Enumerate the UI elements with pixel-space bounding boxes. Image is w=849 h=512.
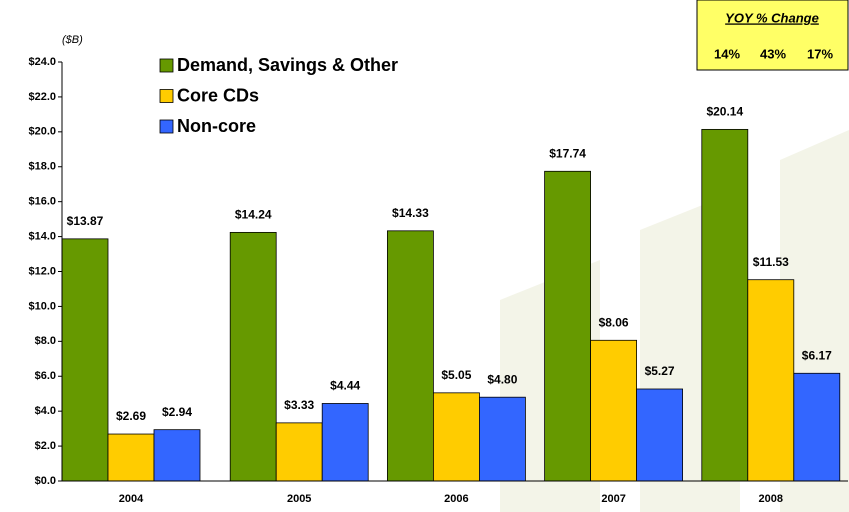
y-tick-label: $22.0: [28, 91, 56, 103]
bar: [432, 392, 480, 482]
y-tick-label: $10.0: [28, 300, 56, 312]
x-tick-label: 2007: [601, 493, 625, 505]
y-tick-label: $18.0: [28, 161, 56, 173]
value-label: $2.94: [162, 405, 192, 419]
bar: [701, 128, 749, 482]
y-tick-label: $8.0: [35, 335, 56, 347]
value-label: $14.24: [235, 208, 272, 222]
y-tick-label: $14.0: [28, 230, 56, 242]
y-tick-label: $24.0: [28, 56, 56, 68]
bar: [61, 238, 109, 482]
bar: [386, 230, 434, 482]
value-label: $5.27: [645, 364, 675, 378]
value-label: $2.69: [116, 409, 146, 423]
bar: [747, 279, 795, 482]
y-tick-label: $20.0: [28, 126, 56, 138]
bar: [321, 403, 369, 482]
value-label: $4.44: [330, 379, 360, 393]
value-label: $5.05: [441, 368, 471, 382]
y-tick-label: $0.0: [35, 475, 56, 487]
x-tick-label: 2005: [287, 493, 311, 505]
x-tick-label: 2004: [119, 493, 144, 505]
yoy-label: 17%: [807, 46, 833, 61]
legend-swatch: [159, 89, 174, 103]
x-tick-label: 2008: [759, 493, 783, 505]
y-tick-label: $6.0: [35, 370, 56, 382]
y-tick-label: $2.0: [35, 440, 56, 452]
bar: [590, 339, 637, 482]
legend-label: Non-core: [177, 116, 256, 136]
value-label: $13.87: [67, 214, 104, 228]
x-tick-label: 2006: [444, 493, 468, 505]
value-label: $8.06: [599, 315, 629, 329]
bar: [153, 429, 201, 482]
yoy-label: 43%: [760, 46, 786, 61]
value-label: $14.33: [392, 206, 429, 220]
value-label: $3.33: [284, 398, 314, 412]
bar: [107, 433, 155, 482]
bar: [275, 422, 323, 482]
legend-swatch: [159, 58, 174, 73]
bar: [636, 388, 683, 482]
yoy-box: [696, 0, 849, 71]
value-label: $17.74: [549, 146, 586, 160]
value-label: $11.53: [753, 255, 789, 269]
y-tick-label: $16.0: [28, 196, 56, 208]
bar: [793, 372, 841, 482]
yoy-title: YOY % Change: [725, 10, 819, 25]
value-label: $6.17: [802, 348, 832, 362]
bar: [544, 170, 591, 482]
bar: [478, 396, 526, 482]
legend-swatch: [159, 119, 174, 134]
value-label: $4.80: [487, 372, 517, 386]
bar: [229, 231, 277, 482]
y-tick-label: $12.0: [28, 265, 56, 277]
y-tick-label: $4.0: [35, 405, 56, 417]
yoy-label: 14%: [714, 46, 740, 61]
legend-label: Core CDs: [177, 85, 259, 105]
value-label: $20.14: [706, 105, 743, 119]
unit-label: ($B): [62, 34, 83, 46]
legend-label: Demand, Savings & Other: [177, 55, 398, 75]
